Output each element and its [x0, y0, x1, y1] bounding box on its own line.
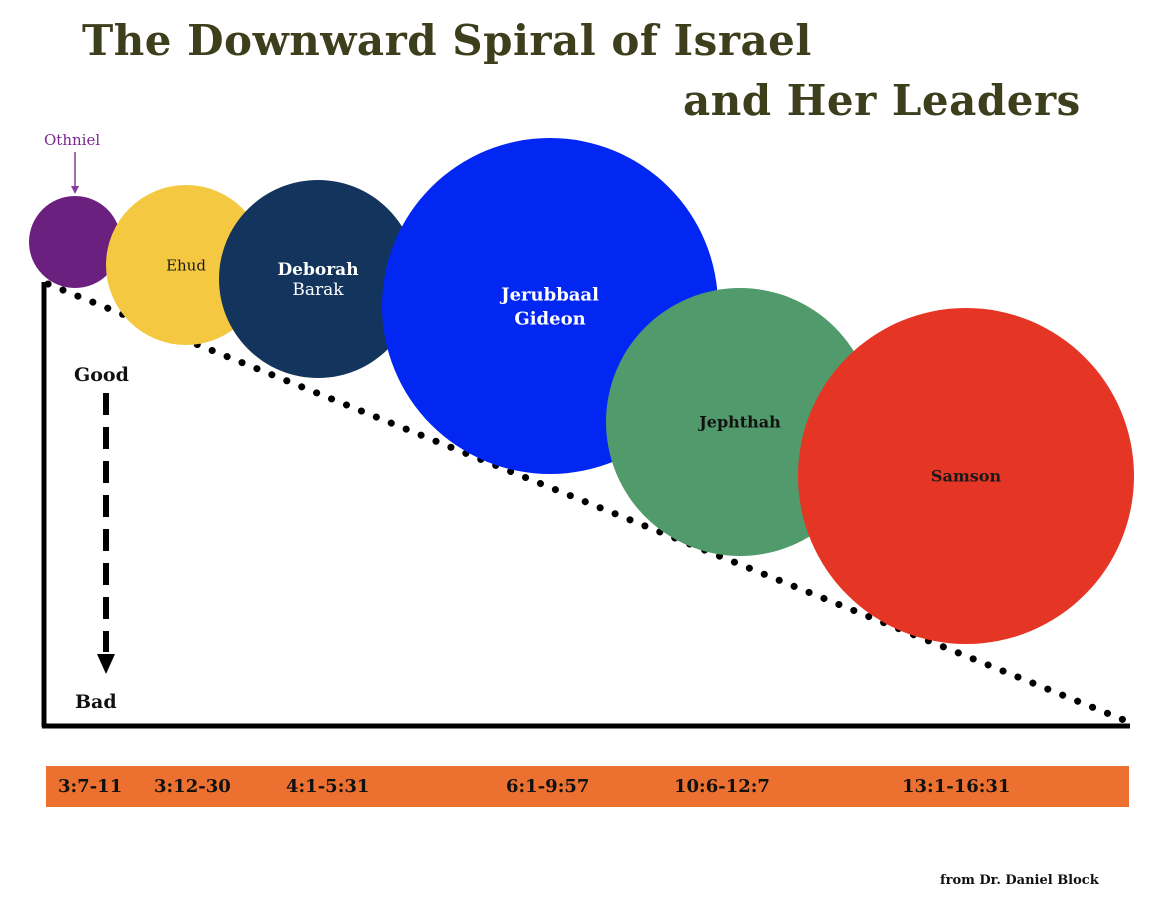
- circle-deborah-barak: [219, 180, 417, 378]
- label-ehud-1: Ehud: [166, 256, 206, 274]
- bad-label: Bad: [75, 691, 117, 713]
- reference-bar: 3:7-11 3:12-30 4:1-5:31 6:1-9:57 10:6-12…: [46, 766, 1129, 807]
- title-line-2: and Her Leaders: [683, 76, 1081, 125]
- reference-samson: 13:1-16:31: [902, 776, 1011, 797]
- reference-jephthah: 10:6-12:7: [674, 776, 770, 797]
- circle-samson: [798, 308, 1134, 644]
- label-deborah-barak-2: Barak: [292, 280, 344, 300]
- othniel-arrow-icon: [71, 186, 79, 194]
- circle-othniel: [29, 196, 121, 288]
- label-samson-1: Samson: [931, 467, 1002, 486]
- source-credit: from Dr. Daniel Block: [940, 873, 1099, 888]
- reference-othniel: 3:7-11: [58, 776, 123, 797]
- down-arrow-icon: [97, 654, 115, 674]
- good-label: Good: [74, 364, 129, 386]
- reference-gideon: 6:1-9:57: [506, 776, 590, 797]
- decline-dotted-line: [44, 280, 1128, 724]
- reference-deborah-barak: 4:1-5:31: [286, 776, 370, 797]
- label-deborah-barak-1: Deborah: [277, 260, 358, 280]
- title-line-1: The Downward Spiral of Israel: [82, 16, 812, 65]
- reference-ehud: 3:12-30: [154, 776, 231, 797]
- label-jerubbaal-gideon-1: Jerubbaal: [499, 284, 599, 305]
- label-jephthah-1: Jephthah: [697, 413, 781, 432]
- label-jerubbaal-gideon-2: Gideon: [514, 308, 585, 329]
- othniel-label: Othniel: [44, 131, 101, 149]
